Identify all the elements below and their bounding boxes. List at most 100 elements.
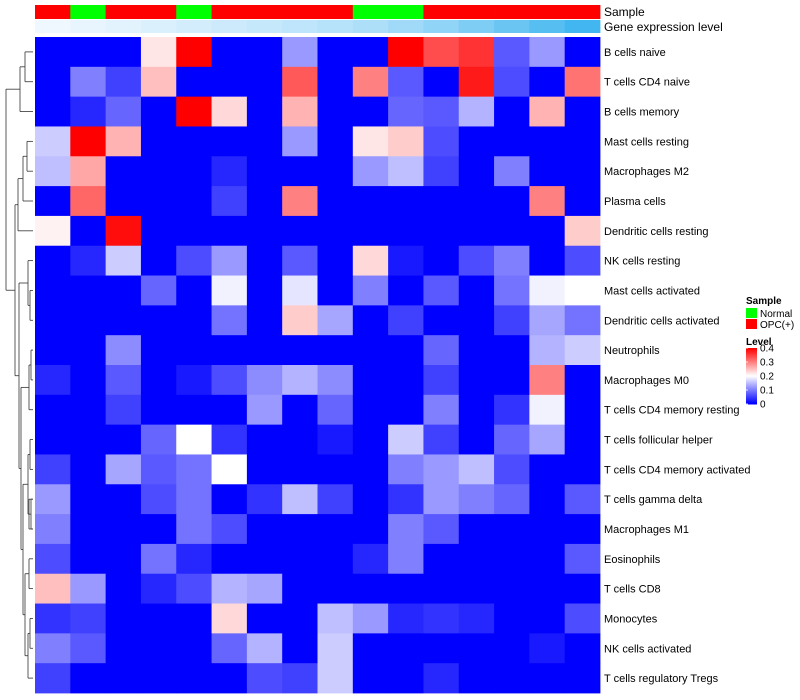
heatmap-cell xyxy=(423,66,460,98)
legend-level-tick-label: 0.4 xyxy=(760,344,774,355)
heatmap-cell xyxy=(352,37,389,68)
heatmap-cell xyxy=(211,484,248,515)
gene-expression-annotation-cell xyxy=(352,20,389,33)
heatmap-cell xyxy=(529,424,566,455)
gene-expression-annotation-cell xyxy=(423,20,460,33)
legend-level-step xyxy=(746,364,757,366)
heatmap-cell xyxy=(388,335,424,366)
heatmap-cell xyxy=(282,37,318,68)
legend-level-step xyxy=(746,403,757,405)
heatmap-cell xyxy=(140,156,177,187)
heatmap-cell xyxy=(388,663,424,694)
heatmap-cells xyxy=(35,37,601,694)
heatmap-cell xyxy=(564,66,601,98)
heatmap-cell xyxy=(564,454,601,485)
legend-level-tick-label: 0.2 xyxy=(760,372,774,383)
heatmap-cell xyxy=(564,394,601,426)
heatmap-cell xyxy=(458,484,495,515)
row-label: Macrophages M1 xyxy=(604,524,689,536)
heatmap-cell xyxy=(282,66,318,98)
gene-expression-annotation-cell xyxy=(282,20,318,33)
heatmap-cell xyxy=(176,394,212,426)
heatmap-cell xyxy=(529,663,566,694)
heatmap-cell xyxy=(176,573,212,604)
heatmap-cell xyxy=(529,573,566,604)
heatmap-cell xyxy=(105,454,142,485)
heatmap-cell xyxy=(494,394,530,426)
heatmap-cell xyxy=(564,275,601,306)
heatmap-cell xyxy=(388,365,424,396)
heatmap-cell xyxy=(317,275,354,306)
heatmap-cell xyxy=(458,603,495,634)
heatmap-cell xyxy=(211,305,248,336)
heatmap-cell xyxy=(282,156,318,187)
gene-expression-annotation-cell xyxy=(458,20,495,33)
heatmap-cell xyxy=(317,37,354,68)
heatmap-cell xyxy=(388,424,424,455)
gene-expression-annotation-cell xyxy=(388,20,424,33)
heatmap-cell xyxy=(423,484,460,515)
heatmap-cell xyxy=(423,663,460,694)
heatmap-cell xyxy=(352,514,389,545)
heatmap-cell xyxy=(494,37,530,68)
legend-level-step xyxy=(746,402,757,404)
heatmap-cell xyxy=(529,215,566,247)
heatmap-cell xyxy=(352,663,389,694)
heatmap-cell xyxy=(458,96,495,127)
heatmap-cell xyxy=(176,66,212,98)
heatmap-cell xyxy=(494,156,530,187)
heatmap-cell xyxy=(35,424,71,455)
legend-level-step xyxy=(746,381,757,383)
heatmap-cell xyxy=(494,335,530,366)
heatmap-cell xyxy=(35,66,71,98)
legend-level-step xyxy=(746,388,757,390)
heatmap-cell xyxy=(140,275,177,306)
heatmap-cell xyxy=(317,663,354,694)
row-label: Mast cells resting xyxy=(604,136,689,148)
heatmap-cell xyxy=(246,66,283,98)
heatmap-cell xyxy=(140,126,177,157)
heatmap-cell xyxy=(564,305,601,336)
heatmap-cell xyxy=(494,424,530,455)
sample-annotation-cell xyxy=(352,5,389,19)
heatmap-cell xyxy=(352,633,389,664)
heatmap-cell xyxy=(494,454,530,485)
row-label: NK cells resting xyxy=(604,256,680,268)
legend-level-step xyxy=(746,382,757,384)
legend-level-step xyxy=(746,360,757,362)
sample-annotation-cell xyxy=(388,5,424,19)
heatmap-cell xyxy=(529,633,566,664)
heatmap-cell xyxy=(35,215,71,247)
heatmap-cell xyxy=(352,156,389,187)
heatmap-cell xyxy=(211,156,248,187)
heatmap-cell xyxy=(176,633,212,664)
heatmap-cell xyxy=(105,424,142,455)
heatmap-cell xyxy=(105,514,142,545)
legend-level-step xyxy=(746,369,757,371)
legend-level-step xyxy=(746,390,757,392)
heatmap-cell xyxy=(529,335,566,366)
heatmap-cell xyxy=(246,215,283,247)
heatmap-cell xyxy=(317,514,354,545)
heatmap-cell xyxy=(423,603,460,634)
legend-level-step xyxy=(746,378,757,380)
heatmap-cell xyxy=(140,603,177,634)
heatmap-cell xyxy=(423,37,460,68)
sample-annotation-cell xyxy=(564,5,601,19)
heatmap-cell xyxy=(458,365,495,396)
heatmap-cell xyxy=(494,484,530,515)
heatmap-cell xyxy=(246,186,283,217)
heatmap-cell xyxy=(282,335,318,366)
heatmap-cell xyxy=(70,215,107,247)
heatmap-cell xyxy=(529,484,566,515)
heatmap-cell xyxy=(282,514,318,545)
heatmap-cell xyxy=(564,245,601,276)
heatmap-cell xyxy=(105,66,142,98)
row-label: Plasma cells xyxy=(604,196,666,208)
row-label: T cells regulatory Tregs xyxy=(604,673,719,685)
heatmap-cell xyxy=(140,663,177,694)
row-label: Neutrophils xyxy=(604,345,660,357)
heatmap-cell xyxy=(70,66,107,98)
